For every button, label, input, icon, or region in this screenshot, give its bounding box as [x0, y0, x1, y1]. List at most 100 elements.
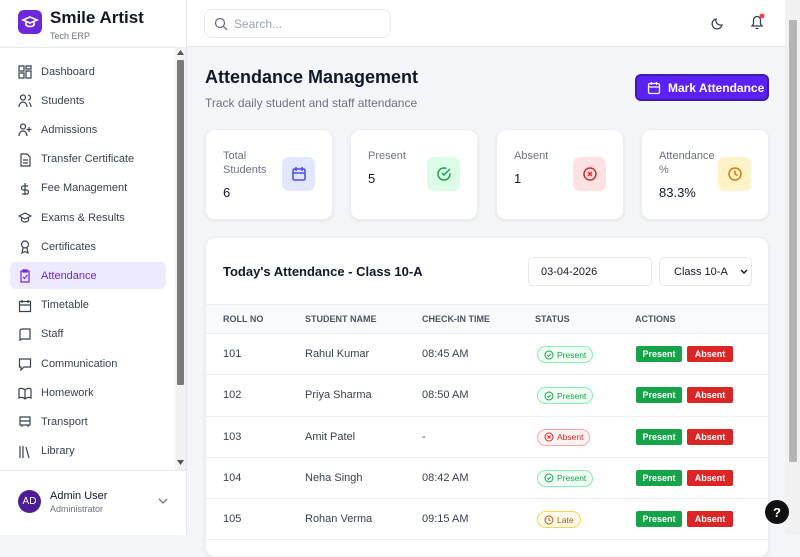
stat-label: Total Students — [223, 150, 267, 176]
column-header: CHECK-IN TIME — [422, 314, 490, 324]
stat-value: 6 — [223, 185, 231, 200]
avatar: AD — [18, 490, 41, 513]
status-badge: Late — [537, 511, 581, 529]
nav-label: Transfer Certificate — [41, 153, 135, 166]
cell: 08:45 AM — [422, 348, 469, 360]
status-text: Present — [557, 349, 587, 360]
cell: 08:42 AM — [422, 471, 469, 484]
class-label: Class 10-A — [674, 266, 728, 278]
nav-item[interactable]: Staff — [10, 321, 166, 348]
absent-button[interactable]: Absent — [687, 511, 733, 528]
absent-button[interactable]: Absent — [687, 346, 733, 362]
nav-item[interactable]: Homework — [10, 379, 166, 406]
search-box[interactable]: Search... — [204, 9, 391, 38]
nav-item[interactable]: Dashboard — [10, 58, 166, 85]
status-text: Absent — [557, 432, 584, 443]
cell: 104 — [223, 471, 242, 484]
stat-label: Absent — [514, 150, 549, 162]
present-button[interactable]: Present — [636, 469, 682, 486]
topbar: Search... — [187, 0, 785, 47]
user-role: Administrator — [50, 504, 104, 514]
nav-item[interactable]: Admissions — [10, 116, 166, 143]
nav-label: Transport — [41, 415, 88, 428]
status-badge: Present — [537, 346, 594, 363]
cell: 101 — [223, 348, 242, 360]
column-header: STUDENT NAME — [305, 314, 377, 324]
absent-button[interactable]: Absent — [687, 387, 733, 404]
cell: 08:50 AM — [422, 389, 469, 402]
date-input[interactable]: 03-04-2026 — [528, 257, 652, 286]
nav-item[interactable]: Transfer Certificate — [10, 146, 166, 173]
user-name: Admin User — [50, 490, 108, 502]
mark-attendance-button[interactable]: Mark Attendance — [635, 74, 769, 101]
stat-card: Present 5 — [350, 129, 478, 220]
nav-item[interactable]: Attendance — [10, 262, 166, 290]
status-text: Present — [557, 473, 587, 484]
cell: Rahul Kumar — [305, 348, 370, 360]
theme-toggle[interactable] — [711, 16, 725, 30]
cell: - — [422, 430, 426, 443]
cell: 103 — [223, 430, 242, 443]
nav-item[interactable]: Communication — [10, 350, 166, 377]
column-header: STATUS — [535, 314, 570, 324]
present-button[interactable]: Present — [636, 387, 682, 404]
help-button[interactable]: ? — [765, 500, 789, 524]
scrollbar — [175, 47, 186, 470]
nav-label: Fee Management — [41, 182, 128, 195]
page-scrollbar — [785, 0, 800, 535]
cell: Neha Singh — [305, 471, 363, 484]
nav-item[interactable]: Certificates — [10, 233, 166, 260]
stat-label: Present — [368, 150, 406, 162]
stat-icon — [573, 157, 606, 191]
attendance-table-card: Today's Attendance - Class 10-A 03-04-20… — [205, 237, 769, 557]
stat-value: 1 — [514, 171, 522, 186]
search-placeholder: Search... — [234, 17, 283, 31]
nav-item[interactable]: Students — [10, 87, 166, 114]
cell: Rohan Verma — [305, 513, 373, 526]
nav-item[interactable]: Transport — [10, 408, 166, 435]
table-row: 105 Rohan Verma 09:15 AM Late Present Absent — [206, 499, 768, 541]
page-subtitle: Track daily student and staff attendance — [205, 96, 418, 110]
cell: Priya Sharma — [305, 389, 372, 402]
notifications[interactable] — [749, 12, 765, 32]
nav-label: Communication — [41, 357, 118, 370]
cell: Amit Patel — [305, 430, 356, 443]
nav-label: Attendance — [41, 269, 97, 282]
nav-label: Exams & Results — [41, 211, 125, 224]
absent-button[interactable]: Absent — [687, 469, 733, 486]
present-button[interactable]: Present — [636, 511, 682, 528]
table-row: 103 Amit Patel - Absent Present Absent — [206, 417, 768, 458]
table-title: Today's Attendance - Class 10-A — [223, 264, 423, 279]
nav-item[interactable]: Timetable — [10, 292, 166, 319]
button-label: Mark Attendance — [668, 80, 765, 95]
sidebar: Smile Artist Tech ERP Dashboard Students A… — [0, 0, 187, 535]
nav-label: Timetable — [41, 299, 89, 312]
status-text: Late — [557, 514, 574, 525]
stat-value: 5 — [368, 171, 376, 186]
nav-item[interactable]: Library — [10, 438, 166, 465]
nav-label: Students — [41, 94, 85, 107]
class-select[interactable]: Class 10-A — [659, 257, 752, 286]
nav-label: Admissions — [41, 123, 98, 136]
table-header — [206, 304, 768, 334]
stat-icon — [427, 157, 460, 191]
absent-button[interactable]: Absent — [687, 428, 733, 445]
table-row: 101 Rahul Kumar 08:45 AM Present Present Abse… — [206, 334, 768, 376]
nav-label: Staff — [41, 328, 64, 341]
nav-label: Library — [41, 445, 75, 458]
nav-item[interactable]: Fee Management — [10, 175, 166, 202]
status-badge: Present — [537, 469, 594, 487]
user-menu[interactable] — [158, 497, 168, 505]
present-button[interactable]: Present — [636, 346, 682, 362]
stat-icon — [282, 157, 315, 191]
stat-card: Attendance % 83.3% — [641, 129, 769, 220]
table-row: 102 Priya Sharma 08:50 AM Present Present Abs… — [206, 375, 768, 417]
table-row: 104 Neha Singh 08:42 AM Present Present Absen… — [206, 458, 768, 500]
status-text: Present — [557, 390, 587, 401]
status-badge: Absent — [537, 428, 591, 446]
brand-subtitle: Tech ERP — [50, 31, 91, 41]
cell: 102 — [223, 389, 242, 402]
stat-card: Total Students 6 — [205, 129, 333, 220]
nav-item[interactable]: Exams & Results — [10, 204, 166, 231]
present-button[interactable]: Present — [636, 428, 682, 445]
